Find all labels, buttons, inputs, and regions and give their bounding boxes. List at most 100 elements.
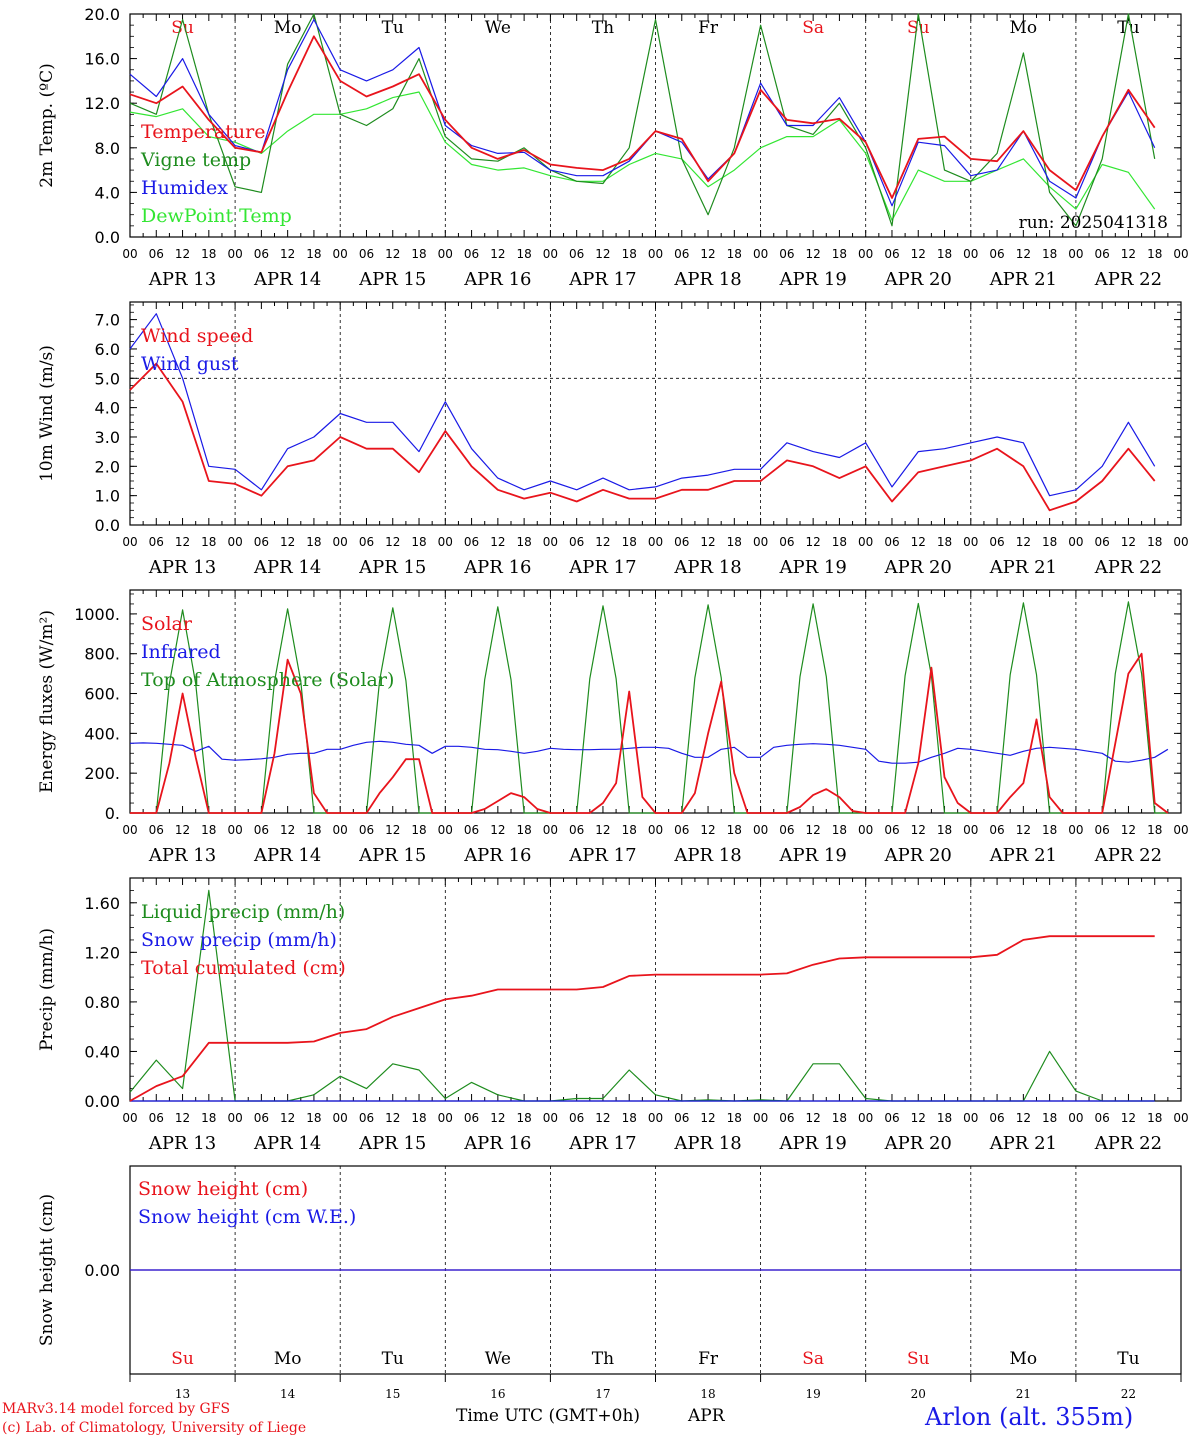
hour-label: 18 (306, 823, 321, 837)
hour-label: 12 (911, 823, 926, 837)
day-label-bottom: Sa (802, 1349, 824, 1369)
y-tick-label: 16.0 (84, 50, 120, 69)
hour-label: 12 (1016, 1111, 1031, 1125)
hour-label: 06 (254, 247, 269, 261)
date-label: APR 21 (989, 1133, 1057, 1154)
hour-label: 06 (569, 535, 584, 549)
date-label: APR 18 (673, 269, 741, 290)
date-label: APR 14 (253, 269, 321, 290)
hour-label: 06 (464, 823, 479, 837)
y-axis-label: Precip (mm/h) (37, 928, 57, 1051)
hour-label: 00 (648, 535, 663, 549)
hour-label: 18 (622, 535, 637, 549)
hour-label: 18 (832, 1111, 847, 1125)
series-line-total-cumulated-cm- (129, 935, 1155, 1102)
y-tick-label: 200. (84, 764, 120, 783)
day-label-top: Mo (1010, 18, 1038, 38)
day-label-bottom: We (485, 1349, 511, 1369)
day-number: 16 (490, 1387, 505, 1401)
hour-label: 06 (1095, 535, 1110, 549)
hour-label: 00 (227, 1111, 242, 1125)
date-label: APR 20 (884, 1133, 952, 1154)
legend-entry: Top of Atmosphere (Solar) (141, 669, 394, 691)
y-tick-label: 1.20 (84, 943, 120, 962)
hour-label: 18 (201, 247, 216, 261)
hour-label: 06 (149, 1111, 164, 1125)
hour-label: 12 (911, 1111, 926, 1125)
hour-label: 06 (674, 247, 689, 261)
day-number: 20 (911, 1387, 926, 1401)
hour-label: 00 (333, 823, 348, 837)
hour-label: 18 (937, 535, 952, 549)
legend-entry: Snow height (cm) (138, 1178, 308, 1200)
date-label: APR 18 (673, 557, 741, 578)
y-tick-label: 600. (84, 685, 120, 704)
hour-label: 18 (1042, 535, 1057, 549)
hour-label: 12 (806, 823, 821, 837)
day-label-top: Fr (698, 18, 719, 38)
y-tick-label: 12.0 (84, 94, 120, 113)
hour-label: 18 (411, 823, 426, 837)
hour-label: 18 (727, 1111, 742, 1125)
y-axis-label: Snow height (cm) (37, 1194, 57, 1346)
hour-label: 00 (1173, 247, 1188, 261)
hour-label: 06 (989, 823, 1004, 837)
hour-label: 12 (1016, 535, 1031, 549)
day-number: 21 (1016, 1387, 1031, 1401)
series-line-humidex (129, 19, 1156, 207)
hour-label: 12 (595, 535, 610, 549)
hour-label: 06 (1095, 823, 1110, 837)
hour-label: 12 (911, 247, 926, 261)
hour-label: 06 (149, 247, 164, 261)
hour-label: 06 (674, 1111, 689, 1125)
hour-label: 00 (438, 535, 453, 549)
date-label: APR 22 (1094, 1133, 1162, 1154)
hour-label: 12 (1121, 823, 1136, 837)
day-label-bottom: Fr (698, 1349, 719, 1369)
y-axis-label: 2m Temp. (ºC) (37, 63, 57, 188)
hour-label: 12 (595, 247, 610, 261)
date-label: APR 19 (779, 269, 847, 290)
hour-label: 00 (858, 823, 873, 837)
hour-label: 00 (858, 247, 873, 261)
hour-label: 12 (385, 1111, 400, 1125)
hour-label: 00 (648, 247, 663, 261)
day-label-bottom: Mo (274, 1349, 302, 1369)
date-label: APR 18 (673, 845, 741, 866)
hour-label: 06 (359, 823, 374, 837)
hour-label: 00 (648, 1111, 663, 1125)
hour-label: 06 (359, 247, 374, 261)
day-label-top: Th (592, 18, 614, 38)
footer-model: MARv3.14 model forced by GFS (2, 1401, 231, 1417)
day-label-top: Su (907, 18, 930, 38)
hour-label: 00 (648, 823, 663, 837)
series-line-vigne-temp (129, 13, 1156, 227)
hour-label: 00 (543, 535, 558, 549)
date-label: APR 13 (148, 1133, 216, 1154)
hour-label: 00 (1068, 535, 1083, 549)
hour-label: 18 (516, 1111, 531, 1125)
day-label-bottom: Mo (1010, 1349, 1038, 1369)
hour-label: 00 (122, 823, 137, 837)
hour-label: 00 (963, 535, 978, 549)
hour-label: 00 (227, 535, 242, 549)
y-axis-label: 10m Wind (m/s) (37, 345, 57, 482)
hour-label: 06 (989, 247, 1004, 261)
hour-label: 00 (858, 535, 873, 549)
day-label-top: Sa (802, 18, 824, 38)
hour-label: 00 (438, 247, 453, 261)
hour-label: 06 (254, 535, 269, 549)
hour-label: 06 (359, 535, 374, 549)
y-tick-label: 800. (84, 645, 120, 664)
legend-entry: Wind gust (141, 353, 239, 375)
hour-label: 18 (1147, 535, 1162, 549)
hour-label: 06 (779, 247, 794, 261)
hour-label: 06 (884, 535, 899, 549)
y-tick-label: 2.0 (95, 457, 120, 476)
panel-frame-1 (129, 301, 1182, 526)
legend-entry: Snow precip (mm/h) (141, 929, 337, 951)
hour-label: 00 (753, 247, 768, 261)
hour-label: 00 (333, 1111, 348, 1125)
panel-frame-0 (129, 13, 1182, 238)
hour-label: 00 (1173, 535, 1188, 549)
